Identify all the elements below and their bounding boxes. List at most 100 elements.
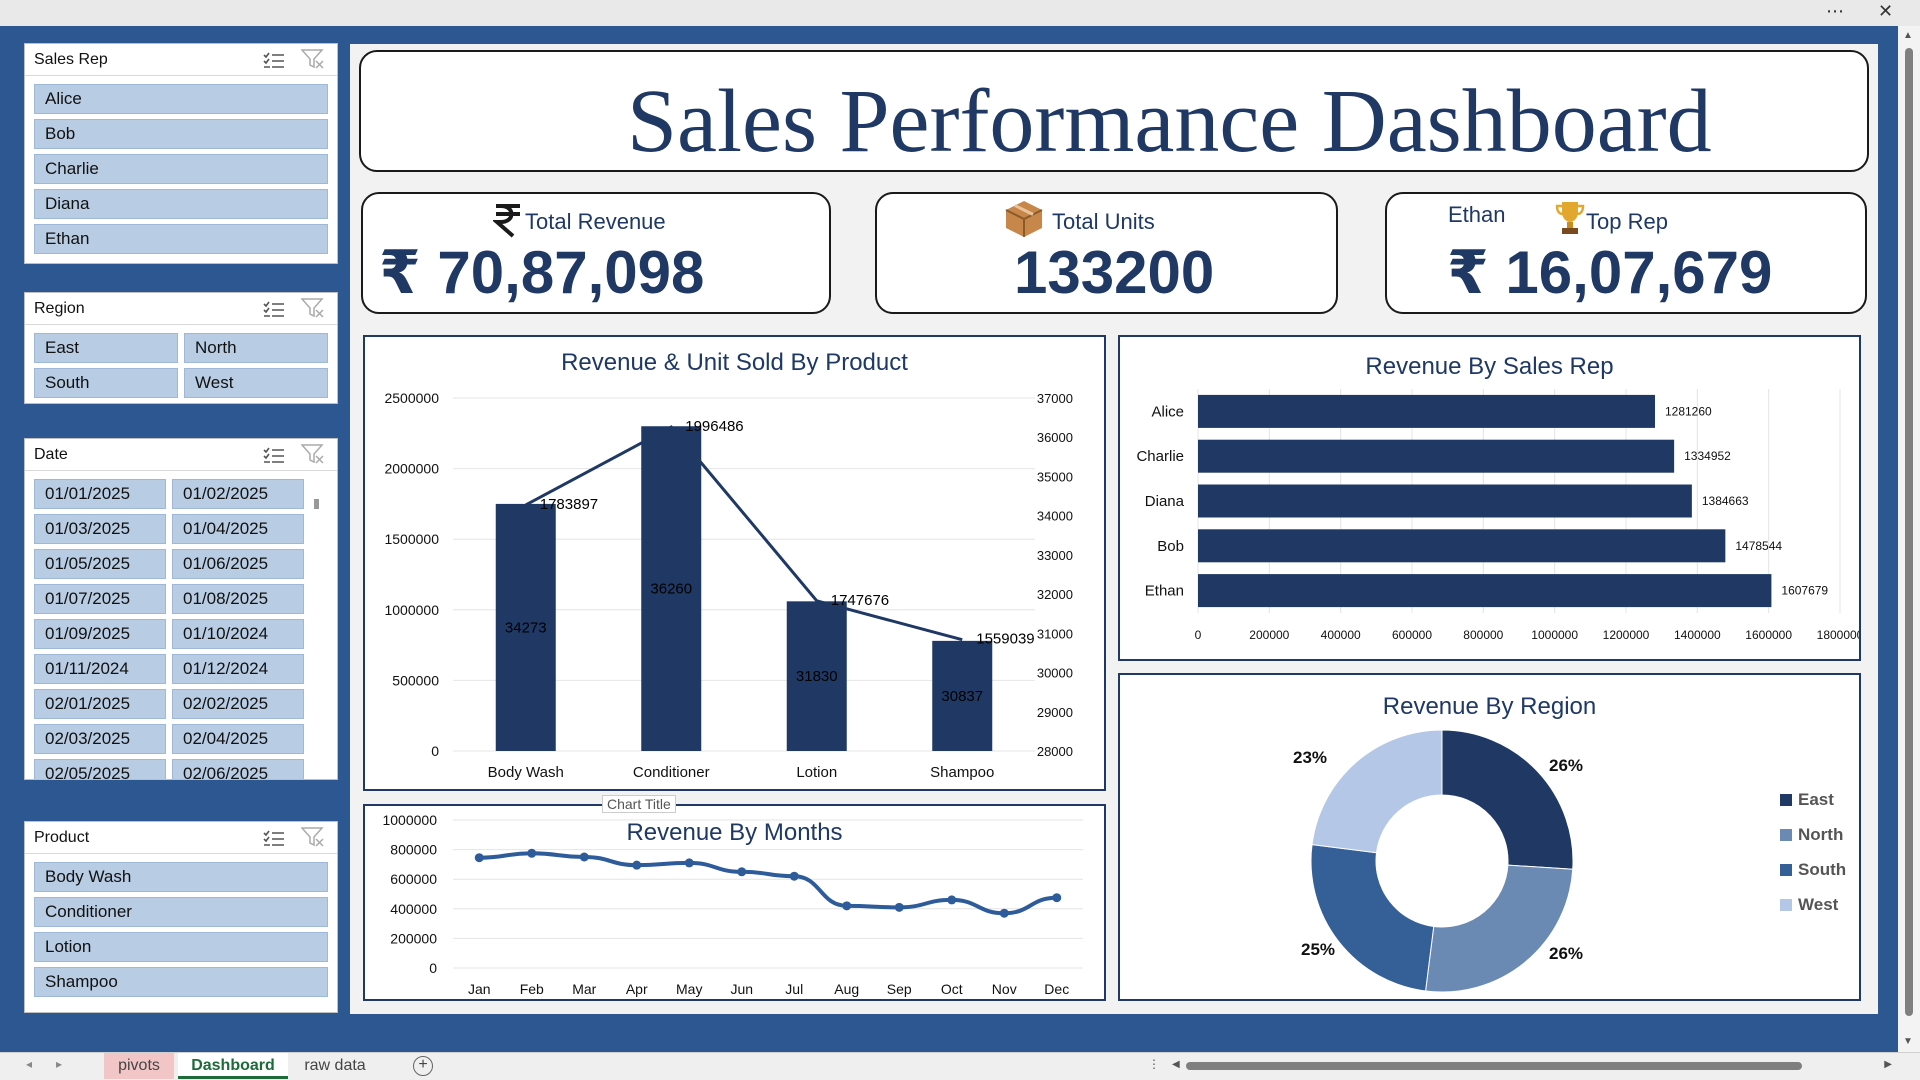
clear-filter-icon[interactable]	[300, 49, 325, 69]
slicer-item[interactable]: North	[184, 333, 328, 363]
data-point	[947, 895, 957, 905]
slicer-item[interactable]: Charlie	[34, 154, 328, 184]
package-icon	[1005, 201, 1043, 237]
slicer-item[interactable]: South	[34, 368, 178, 398]
chart-revenue-by-region[interactable]: Revenue By Region 26% 26% 25% 23% East North S…	[1118, 673, 1861, 1001]
scroll-down-icon[interactable]: ▼	[1903, 1036, 1913, 1047]
legend-label: South	[1798, 860, 1846, 879]
slicer-item[interactable]: 02/01/2025	[34, 689, 166, 719]
slicer-item[interactable]: 01/10/2024	[172, 619, 304, 649]
multi-select-icon[interactable]	[262, 446, 285, 464]
multi-select-icon[interactable]	[262, 300, 285, 318]
data-point	[999, 908, 1009, 918]
chart-title: Revenue By Months	[626, 819, 843, 846]
slicer-item[interactable]: 01/07/2025	[34, 584, 166, 614]
sheet-tab-bar: ◂ ▸ pivots Dashboard raw data + ⋮ ◀ ▶	[0, 1052, 1920, 1080]
slicer-item[interactable]: Bob	[34, 119, 328, 149]
slicer-item[interactable]: 01/11/2024	[34, 654, 166, 684]
scroll-left-icon[interactable]: ◀	[1172, 1059, 1180, 1070]
y-tick-label: 0	[429, 960, 437, 976]
slicer-item[interactable]: Shampoo	[34, 967, 328, 997]
x-tick-label: 400000	[1321, 628, 1361, 642]
slicer-item[interactable]: Body Wash	[34, 862, 328, 892]
slicer-item[interactable]: 01/09/2025	[34, 619, 166, 649]
bar-data-label: 31830	[796, 668, 838, 685]
tab-raw-data[interactable]: raw data	[304, 1057, 366, 1074]
y-tick-label: Diana	[1145, 493, 1185, 510]
slicer-item[interactable]: West	[184, 368, 328, 398]
tab-dashboard[interactable]: Dashboard	[178, 1053, 288, 1079]
slicer-item[interactable]: Lotion	[34, 932, 328, 962]
line-data-label: 1559039	[976, 631, 1034, 648]
slicer-item[interactable]: 01/03/2025	[34, 514, 166, 544]
close-icon[interactable]: ✕	[1878, 1, 1894, 21]
data-point	[579, 852, 589, 862]
bar	[786, 601, 847, 751]
tab-scroll-left-icon[interactable]: ◂	[26, 1057, 33, 1071]
clear-filter-icon[interactable]	[300, 444, 325, 464]
slicer-item[interactable]: 02/03/2025	[34, 724, 166, 754]
horizontal-scrollbar[interactable]: ◀ ▶	[1172, 1059, 1892, 1073]
data-point	[632, 860, 642, 870]
x-tick-label: 1200000	[1603, 628, 1650, 642]
kpi-total-revenue: Total Revenue ₹ 70,87,098	[361, 192, 831, 314]
slicer-item[interactable]: 01/06/2025	[172, 549, 304, 579]
vertical-scrollbar[interactable]: ▲ ▼	[1898, 26, 1920, 1052]
kpi-label: Total Units	[1052, 209, 1155, 234]
y2-tick-label: 30000	[1037, 666, 1073, 681]
scroll-up-icon[interactable]: ▲	[1903, 30, 1913, 41]
chart-revenue-by-sales-rep[interactable]: Revenue By Sales Rep 0 200000 400000 600000…	[1118, 335, 1861, 661]
ellipsis-icon[interactable]: ⋯	[1826, 1, 1844, 21]
y-tick-label: 1500000	[384, 531, 439, 547]
slicer-item[interactable]: 02/02/2025	[172, 689, 304, 719]
slicer-item[interactable]: 02/05/2025	[34, 759, 166, 779]
slice-data-label: 25%	[1301, 940, 1335, 959]
y2-tick-label: 34000	[1037, 509, 1073, 524]
legend-label: East	[1798, 790, 1834, 809]
slicer-item[interactable]: 02/04/2025	[172, 724, 304, 754]
legend-label: West	[1798, 895, 1839, 914]
add-sheet-icon[interactable]: +	[413, 1056, 433, 1076]
legend-label: North	[1798, 825, 1843, 844]
clear-filter-icon[interactable]	[300, 827, 325, 847]
slicer-item[interactable]: 01/01/2025	[34, 479, 166, 509]
slicer-item[interactable]: 01/02/2025	[172, 479, 304, 509]
slicer-item[interactable]: 01/05/2025	[34, 549, 166, 579]
slicer-item[interactable]: East	[34, 333, 178, 363]
line-data-label: 1783897	[540, 496, 598, 513]
slicer-scrollbar[interactable]	[314, 499, 319, 509]
multi-select-icon[interactable]	[262, 51, 285, 69]
x-tick-label: Apr	[626, 981, 648, 997]
slicer-item[interactable]: Conditioner	[34, 897, 328, 927]
slicer-title: Region	[34, 300, 85, 317]
y-tick-label: 0	[431, 743, 439, 759]
clear-filter-icon[interactable]	[300, 298, 325, 318]
slicer-item[interactable]: Diana	[34, 189, 328, 219]
y-tick-label: Bob	[1157, 538, 1184, 555]
tab-scroll-right-icon[interactable]: ▸	[56, 1057, 63, 1071]
kpi-value: ₹ 16,07,679	[1447, 239, 1773, 306]
scroll-right-icon[interactable]: ▶	[1884, 1059, 1892, 1070]
multi-select-icon[interactable]	[262, 829, 285, 847]
scrollbar-thumb[interactable]	[1905, 48, 1913, 1016]
y-tick-label: 800000	[390, 842, 437, 858]
slicer-item[interactable]: 02/06/2025	[172, 759, 304, 779]
tab-pivots[interactable]: pivots	[104, 1053, 174, 1079]
bar-data-label: 1334952	[1684, 449, 1731, 463]
slicer-item[interactable]: 01/04/2025	[172, 514, 304, 544]
x-tick-label: Jun	[730, 981, 753, 997]
slicer-item[interactable]: 01/08/2025	[172, 584, 304, 614]
y-tick-label: 1000000	[382, 812, 437, 828]
sheet-options-icon[interactable]: ⋮	[1148, 1057, 1160, 1071]
slicer-item[interactable]: Alice	[34, 84, 328, 114]
slicer-item[interactable]: 01/12/2024	[172, 654, 304, 684]
scrollbar-thumb[interactable]	[1186, 1062, 1802, 1070]
y-tick-label: Ethan	[1145, 583, 1184, 600]
y-tick-label: 2000000	[384, 461, 439, 477]
slicer-item[interactable]: Ethan	[34, 224, 328, 254]
chart-revenue-by-months[interactable]: Chart Title Revenue By Months 0 200000 400…	[363, 795, 1106, 1001]
page-title: Sales Performance Dashboard	[627, 72, 1712, 171]
bar	[1198, 394, 1655, 428]
chart-revenue-units-by-product[interactable]: Revenue & Unit Sold By Product 0 500000 10…	[363, 335, 1106, 791]
chart-overlay-label: Chart Title	[602, 795, 676, 813]
